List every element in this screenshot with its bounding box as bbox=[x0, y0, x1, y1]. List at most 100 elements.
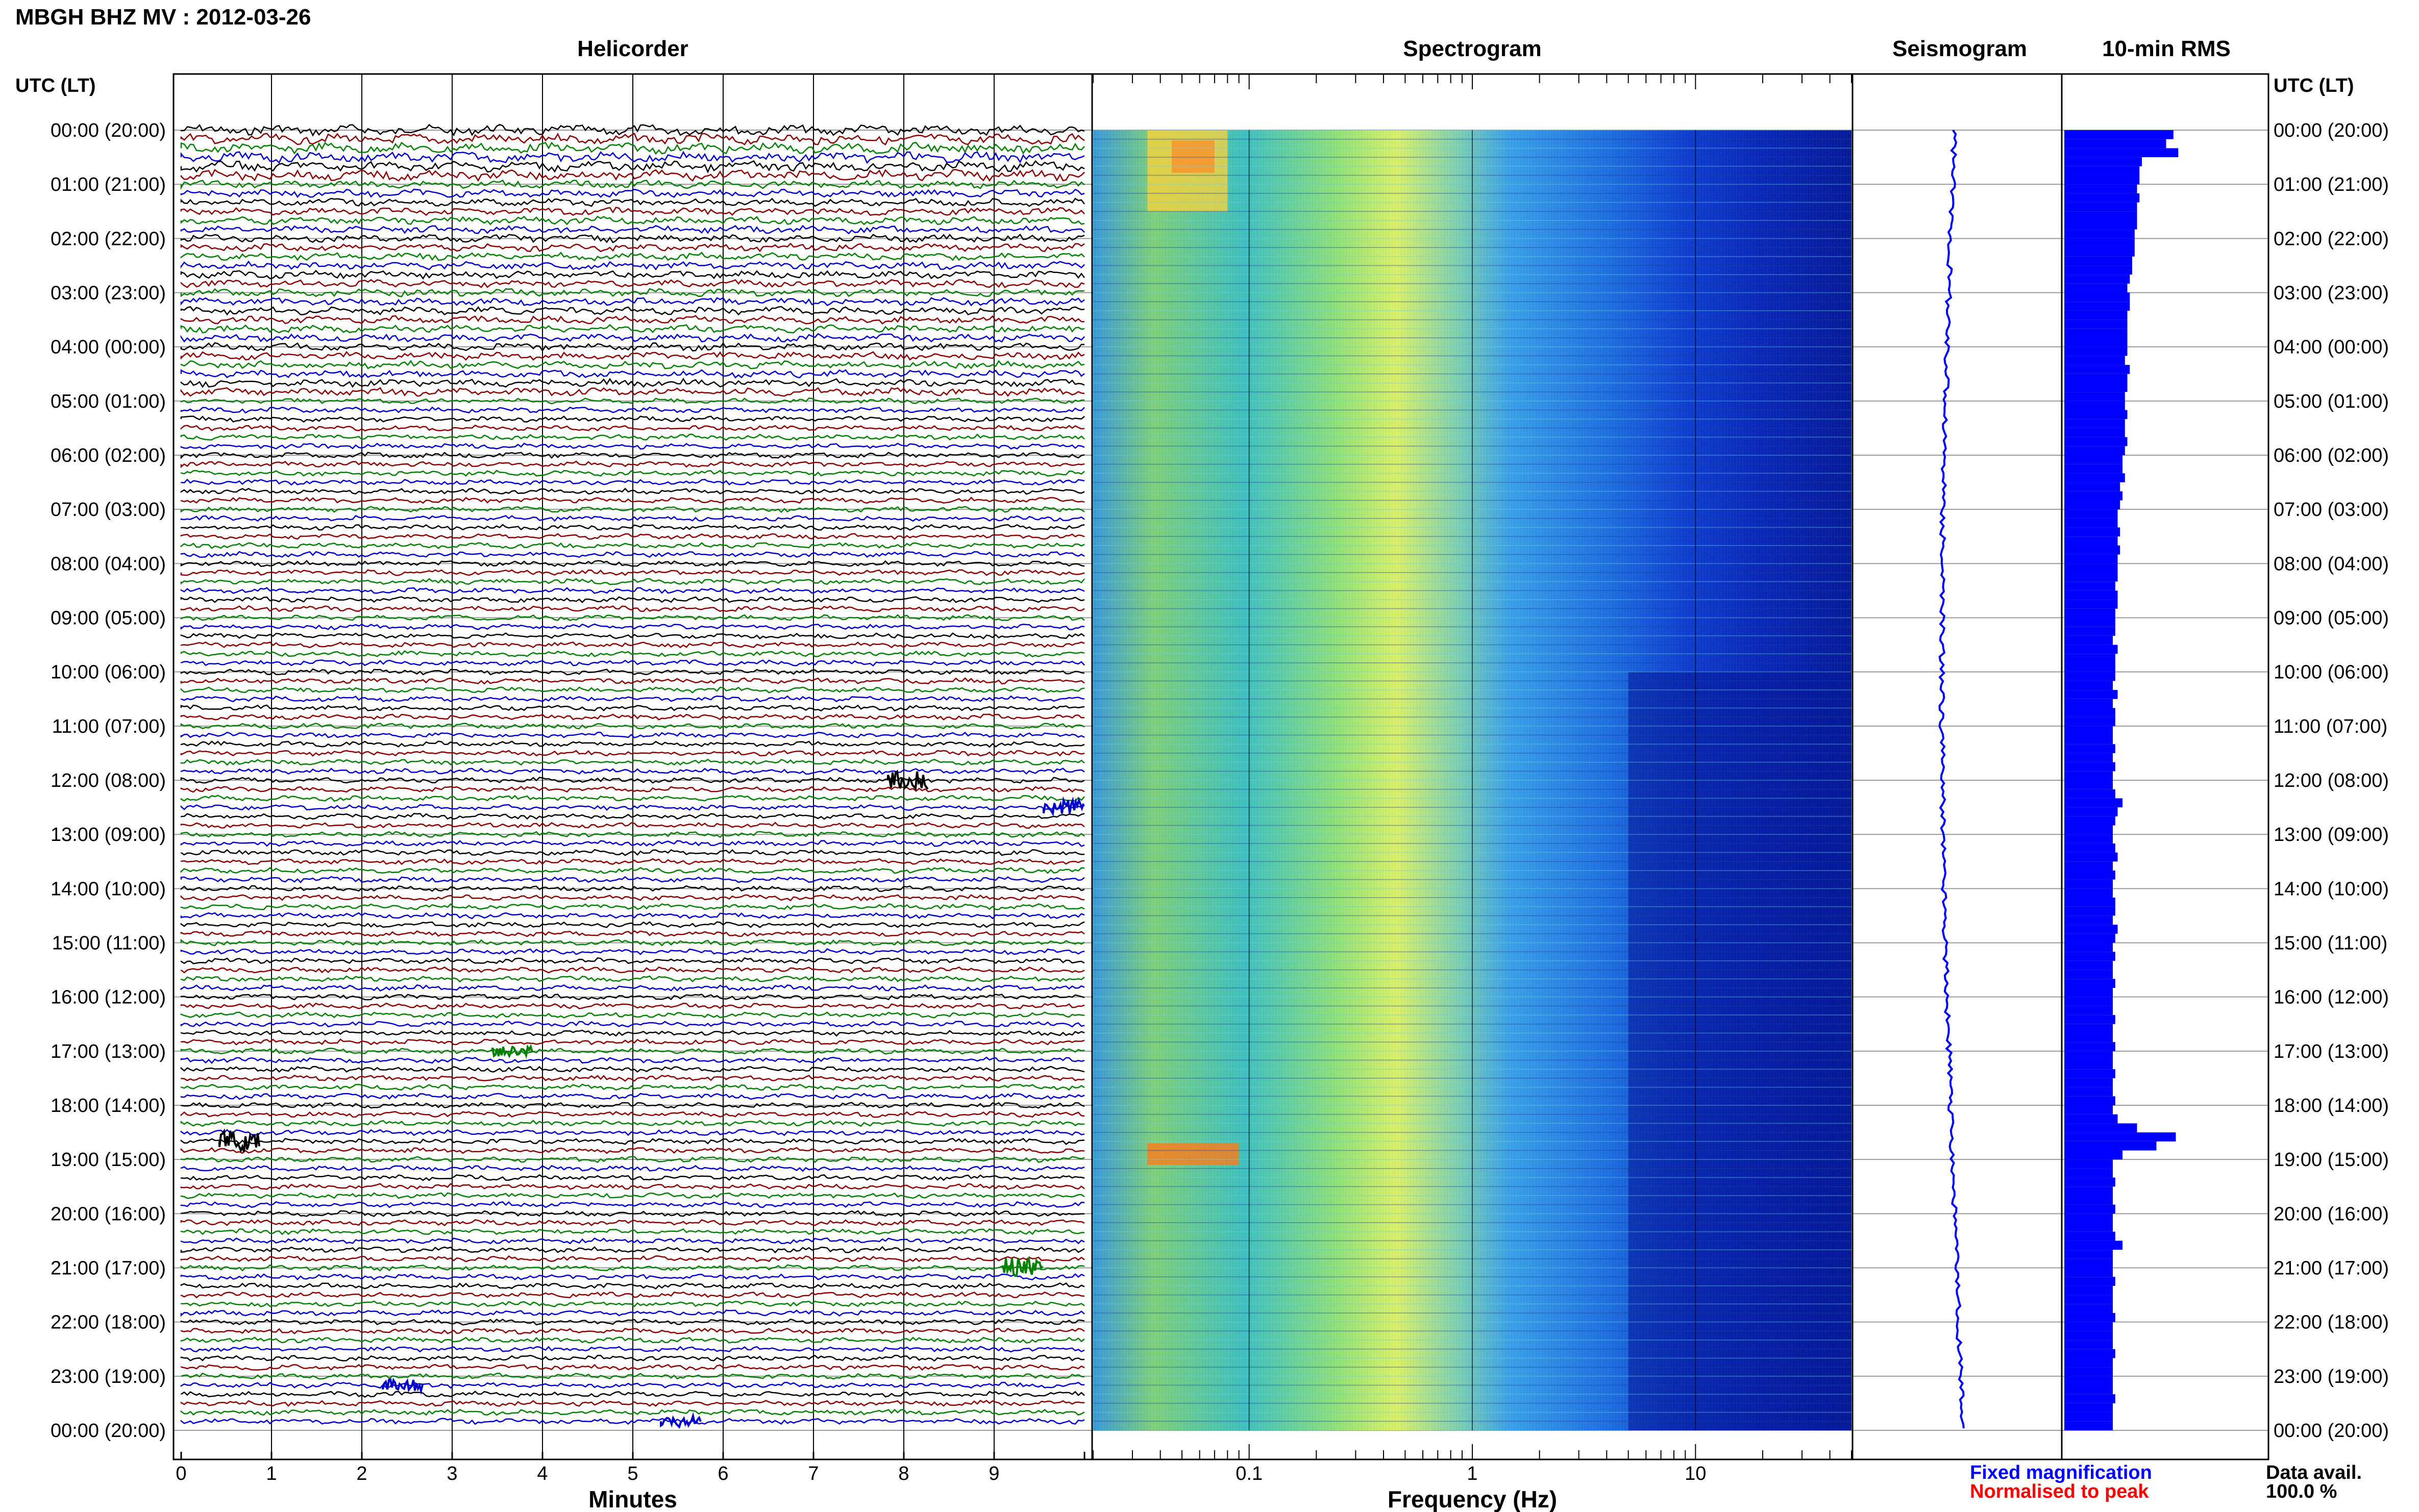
helicorder-trace bbox=[180, 1237, 1085, 1245]
helicorder-trace bbox=[180, 1102, 1085, 1109]
helicorder-trace bbox=[180, 141, 1085, 155]
time-labels-right: 00:00 (20:00) 01:00 (21:00) 02:00 (22:00) 0… bbox=[2274, 120, 2389, 1442]
time-label-right: 12:00 (08:00) bbox=[2274, 770, 2389, 791]
legend-normalised-to-peak: Normalised to peak bbox=[1970, 1481, 2149, 1502]
helicorder-trace bbox=[180, 425, 1085, 432]
rms-bar bbox=[2064, 265, 2132, 275]
rms-bar bbox=[2064, 1313, 2115, 1322]
rms-bar bbox=[2064, 1015, 2115, 1024]
helicorder-trace bbox=[180, 1174, 1085, 1181]
rms-bar bbox=[2064, 464, 2122, 474]
helicorder-trace bbox=[180, 123, 1085, 137]
helicorder-trace bbox=[180, 1300, 1085, 1308]
helicorder-trace bbox=[180, 858, 1085, 865]
time-label-left: 16:00 (12:00) bbox=[51, 987, 166, 1008]
rms-bar bbox=[2064, 780, 2113, 789]
rms-bar bbox=[2064, 1412, 2113, 1422]
helicorder-trace bbox=[180, 306, 1085, 316]
helicorder-trace bbox=[180, 397, 1085, 405]
helicorder-trace bbox=[180, 542, 1085, 550]
rms-bar bbox=[2064, 726, 2113, 735]
rms-bar bbox=[2064, 518, 2118, 528]
rms-bar bbox=[2064, 1042, 2115, 1051]
time-label-right: 08:00 (04:00) bbox=[2274, 553, 2389, 575]
time-label-left: 23:00 (19:00) bbox=[51, 1366, 166, 1387]
seismogram-trace bbox=[1938, 129, 1965, 1429]
rms-bar bbox=[2064, 1358, 2113, 1368]
helicorder-trace bbox=[180, 930, 1085, 937]
helicorder-trace bbox=[180, 587, 1085, 594]
time-label-right: 03:00 (23:00) bbox=[2274, 283, 2389, 304]
rms-bar bbox=[2064, 1195, 2113, 1205]
helicorder-trace bbox=[180, 1137, 1085, 1145]
rms-bar bbox=[2064, 1285, 2113, 1295]
rms-bar bbox=[2064, 374, 2128, 383]
rms-bar bbox=[2064, 672, 2115, 681]
spectrogram-tick-label: 0.1 bbox=[1236, 1463, 1263, 1484]
tz-label-left: UTC (LT) bbox=[15, 75, 96, 96]
helicorder-trace bbox=[180, 632, 1085, 639]
helicorder-tick-label: 0 bbox=[176, 1463, 186, 1484]
helicorder-trace bbox=[180, 921, 1085, 928]
time-label-right: 07:00 (03:00) bbox=[2274, 499, 2389, 520]
helicorder-trace bbox=[180, 1273, 1085, 1281]
rms-bar bbox=[2064, 302, 2130, 311]
helicorder-trace bbox=[180, 1327, 1085, 1335]
time-label-left: 18:00 (14:00) bbox=[51, 1095, 166, 1117]
rms-bar bbox=[2064, 925, 2118, 934]
rms-bar bbox=[2064, 825, 2113, 835]
rms-bar bbox=[2064, 1177, 2115, 1187]
spectrogram-xlabel: Frequency (Hz) bbox=[1388, 1486, 1557, 1512]
helicorder-trace bbox=[180, 578, 1085, 585]
rms-bar bbox=[2064, 310, 2128, 320]
rms-bar bbox=[2064, 329, 2128, 338]
helicorder-trace bbox=[180, 487, 1085, 495]
rms-bar bbox=[2064, 798, 2122, 808]
helicorder-trace bbox=[180, 460, 1085, 468]
time-label-left: 05:00 (01:00) bbox=[51, 391, 166, 412]
rms-bar bbox=[2064, 563, 2118, 573]
time-label-left: 00:00 (20:00) bbox=[51, 120, 166, 141]
time-label-left: 22:00 (18:00) bbox=[51, 1312, 166, 1333]
rms-bar bbox=[2064, 1340, 2113, 1349]
rms-bar bbox=[2064, 1304, 2113, 1313]
helicorder-tick-label: 5 bbox=[627, 1463, 638, 1484]
helicorder-trace bbox=[180, 215, 1085, 226]
rms-bar bbox=[2064, 888, 2113, 898]
helicorder-trace bbox=[180, 1399, 1084, 1407]
time-label-right: 11:00 (07:00) bbox=[2274, 716, 2387, 737]
helicorder-trace bbox=[180, 1418, 1085, 1425]
helicorder-trace bbox=[180, 315, 1085, 325]
rms-bar bbox=[2064, 1060, 2113, 1070]
rms-bar bbox=[2064, 247, 2135, 257]
helicorder-trace bbox=[180, 1182, 1085, 1190]
rms-bar bbox=[2064, 771, 2113, 780]
tz-label-right: UTC (LT) bbox=[2274, 75, 2354, 96]
helicorder-trace bbox=[180, 296, 1085, 307]
time-label-left: 06:00 (02:00) bbox=[51, 445, 166, 466]
helicorder-trace bbox=[180, 894, 1085, 902]
rms-bar bbox=[2064, 708, 2115, 717]
helicorder-trace bbox=[180, 1075, 1085, 1082]
spectrogram-tick-label: 10 bbox=[1685, 1463, 1706, 1484]
rms-bar bbox=[2064, 184, 2137, 193]
helicorder-trace bbox=[180, 1093, 1085, 1100]
helicorder-trace bbox=[180, 777, 1085, 784]
rms-bar bbox=[2064, 1385, 2113, 1395]
rms-heading: 10-min RMS bbox=[2102, 36, 2231, 61]
rms-bar bbox=[2064, 988, 2113, 997]
rms-bar bbox=[2064, 482, 2120, 491]
helicorder-trace bbox=[180, 885, 1085, 893]
rms-bar bbox=[2064, 419, 2125, 428]
helicorder-trace bbox=[180, 188, 1085, 198]
time-label-left: 04:00 (00:00) bbox=[51, 337, 166, 358]
rms-bar bbox=[2064, 915, 2113, 925]
time-label-right: 20:00 (16:00) bbox=[2274, 1203, 2389, 1225]
helicorder-trace bbox=[180, 342, 1085, 352]
rms-bar bbox=[2064, 573, 2118, 582]
helicorder-trace bbox=[180, 569, 1085, 576]
helicorder-trace bbox=[180, 596, 1085, 603]
rms-bar bbox=[2064, 473, 2125, 483]
time-label-right: 14:00 (10:00) bbox=[2274, 878, 2389, 900]
rms-bar bbox=[2064, 663, 2115, 672]
